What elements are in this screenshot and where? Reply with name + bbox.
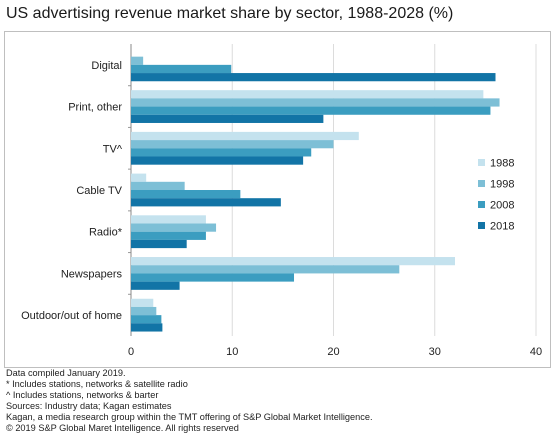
bar-1988-1	[131, 90, 484, 99]
note-tv: ^ Includes stations, networks & barter	[6, 390, 159, 401]
bar-2018-1	[131, 114, 324, 123]
note-date: Data compiled January 2019.	[6, 368, 126, 378]
category-label: TV^	[103, 143, 123, 155]
bar-2008-2	[131, 148, 312, 157]
legend-swatch-2018	[478, 222, 485, 229]
bar-2008-6	[131, 315, 162, 324]
legend-swatch-1998	[478, 180, 485, 187]
category-label: Newspapers	[61, 268, 123, 280]
chart-frame	[4, 31, 551, 368]
bar-1988-5	[131, 257, 455, 266]
bar-1988-2	[131, 131, 359, 141]
legend-swatch-1988	[478, 159, 485, 166]
bar-2018-4	[131, 239, 187, 249]
note-radio: * Includes stations, networks & satellit…	[6, 379, 188, 390]
note-copyright: © 2019 S&P Global Maret Intelligence. Al…	[6, 423, 239, 434]
bar-1988-3	[131, 173, 147, 182]
x-tick-label: 0	[128, 346, 134, 358]
legend-swatch-2008	[478, 201, 485, 208]
category-label: Print, other	[68, 102, 122, 114]
bar-2008-0	[131, 64, 232, 74]
legend-label: 2018	[490, 221, 514, 233]
legend: 1988 1998 2008 2018	[478, 158, 514, 233]
bar-2008-1	[131, 106, 491, 115]
bar-2018-6	[131, 323, 163, 332]
bar-2008-5	[131, 273, 295, 282]
x-tick-label: 30	[429, 346, 441, 358]
footnotes: Data compiled January 2019. * Includes s…	[6, 368, 373, 435]
legend-label: 1998	[490, 179, 514, 191]
bar-2018-3	[131, 198, 281, 207]
bar-2018-5	[131, 281, 180, 290]
legend-label: 2008	[490, 200, 514, 212]
bar-1998-5	[131, 265, 400, 274]
category-label: Outdoor/out of home	[21, 310, 122, 322]
bar-1998-2	[131, 140, 334, 149]
x-tick-label: 10	[226, 346, 238, 358]
bar-2008-4	[131, 231, 206, 240]
category-label: Digital	[91, 60, 122, 72]
bar-2008-3	[131, 190, 241, 199]
bar-1998-6	[131, 306, 157, 316]
note-kagan: Kagan, a media research group within the…	[6, 412, 373, 423]
category-label: Radio*	[89, 227, 123, 239]
bar-1988-6	[131, 298, 154, 307]
chart-title: US advertising revenue market share by s…	[6, 5, 454, 22]
x-axis-ticks: 0 10 20 30 40	[128, 346, 542, 358]
bar-2018-2	[131, 156, 304, 165]
category-label: Cable TV	[76, 185, 122, 197]
bars	[131, 56, 500, 332]
legend-label: 1988	[490, 158, 514, 170]
bar-1998-3	[131, 181, 185, 190]
bar-1998-0	[131, 56, 144, 65]
x-tick-label: 40	[530, 346, 542, 358]
note-sources: Sources: Industry data; Kagan estimates	[6, 401, 172, 412]
category-labels: Digital Print, other TV^ Cable TV Radio* News…	[21, 60, 123, 322]
bar-1998-4	[131, 223, 217, 232]
bar-2018-0	[131, 73, 496, 82]
bar-1998-1	[131, 98, 500, 107]
x-tick-label: 20	[327, 346, 339, 358]
bar-1988-4	[131, 215, 206, 224]
